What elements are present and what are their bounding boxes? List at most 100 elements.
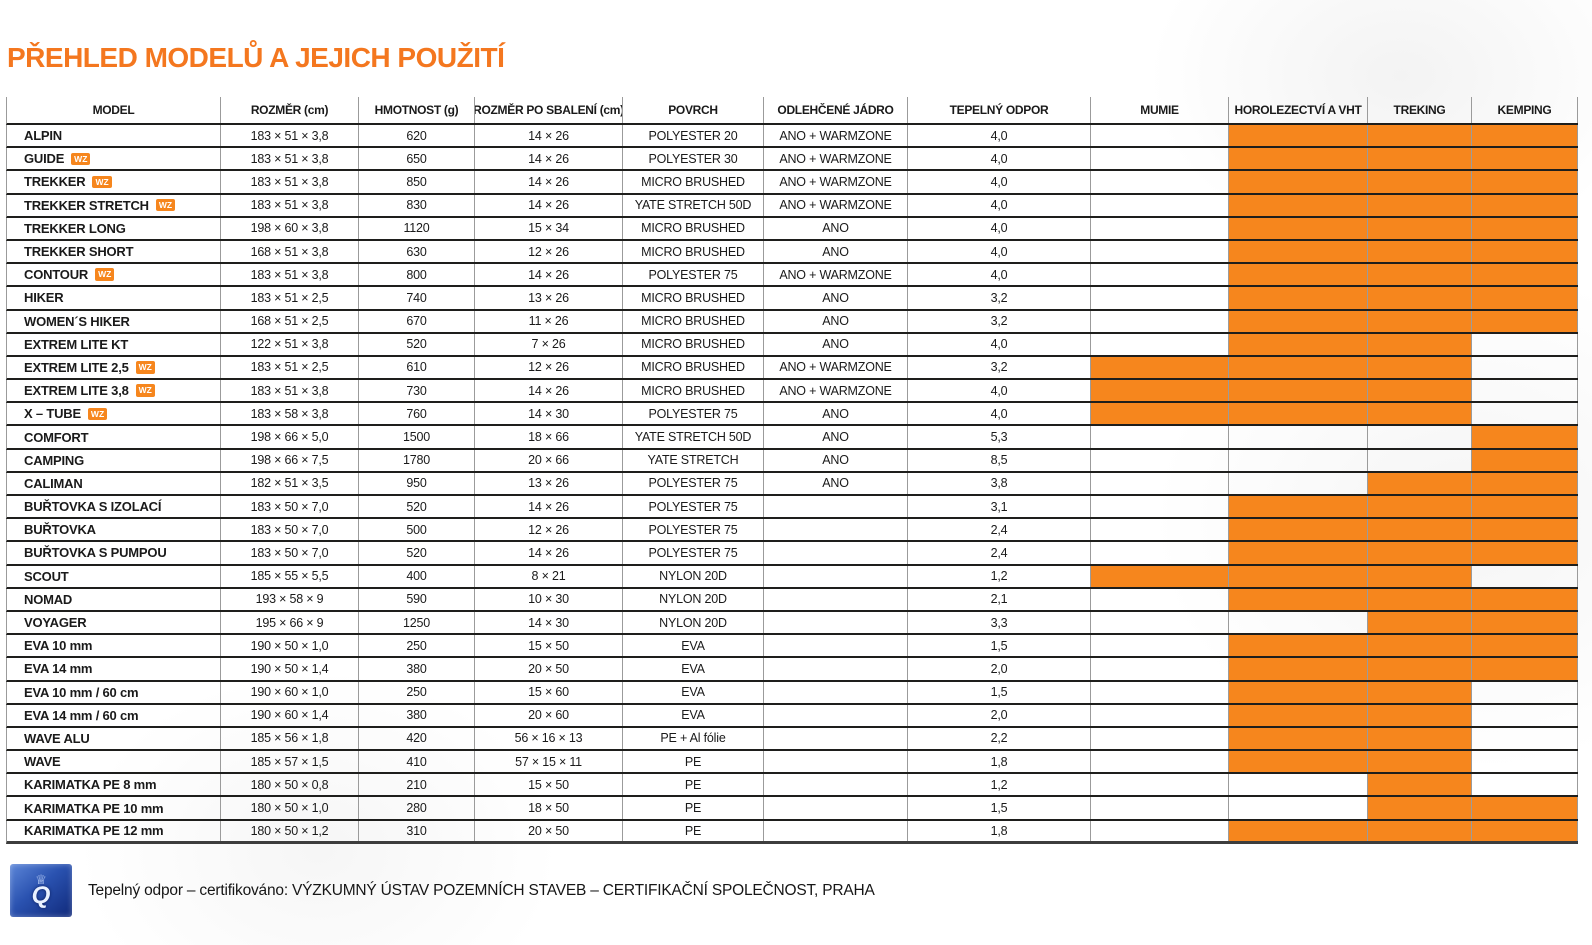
usage-cell-kemping — [1472, 426, 1578, 448]
usage-cell-horolezectvi — [1229, 264, 1368, 286]
table-row: HIKER 183 × 51 × 2,5 740 13 × 26 MICRO BRUSH… — [6, 287, 1578, 311]
certification-note: Tepelný odpor – certifikováno: VÝZKUMNÝ … — [88, 881, 875, 899]
usage-cell-treking — [1368, 449, 1472, 471]
cell-povrch: YATE STRETCH 50D — [623, 426, 764, 448]
cell-model: COMFORT — [7, 426, 221, 448]
column-header-jadro: ODLEHČENÉ JÁDRO — [764, 97, 908, 123]
usage-cell-kemping — [1472, 472, 1578, 494]
cell-rozmer: 185 × 56 × 1,8 — [221, 727, 359, 750]
cell-jadro — [764, 727, 908, 750]
usage-cell-mumie — [1091, 542, 1229, 564]
cell-hmotnost: 380 — [359, 704, 475, 726]
table-row: COMFORT 198 × 66 × 5,0 1500 18 × 66 YATE STR… — [6, 426, 1578, 450]
cell-hmotnost: 310 — [359, 820, 475, 841]
cell-rozmer: 183 × 51 × 2,5 — [221, 287, 359, 309]
table-row: WAVE 185 × 57 × 1,5 410 57 × 15 × 11 PE 1,8 — [6, 751, 1578, 775]
cell-model: EVA 10 mm — [7, 635, 221, 657]
usage-cell-kemping — [1472, 774, 1578, 796]
usage-cell-treking — [1368, 333, 1472, 355]
cell-sbaleni: 14 × 26 — [475, 125, 623, 147]
model-name: KARIMATKA PE 12 mm — [24, 823, 164, 839]
warmzone-badge: WZ — [71, 152, 91, 166]
cell-hmotnost: 760 — [359, 403, 475, 425]
usage-cell-horolezectvi — [1229, 426, 1368, 448]
cell-hmotnost: 850 — [359, 171, 475, 193]
model-name: GUIDE — [24, 151, 65, 167]
cell-povrch: POLYESTER 75 — [623, 519, 764, 541]
cell-hmotnost: 630 — [359, 240, 475, 263]
usage-cell-mumie — [1091, 194, 1229, 216]
cell-sbaleni: 14 × 26 — [475, 380, 623, 402]
warmzone-badge: WZ — [95, 268, 115, 281]
cell-odpor: 2,4 — [908, 542, 1091, 564]
usage-cell-horolezectvi — [1229, 727, 1368, 750]
cell-rozmer: 183 × 51 × 3,8 — [221, 171, 359, 193]
cell-sbaleni: 57 × 15 × 11 — [475, 751, 623, 773]
cell-odpor: 4,0 — [908, 125, 1091, 147]
usage-cell-mumie — [1091, 496, 1229, 518]
cell-rozmer: 180 × 50 × 1,2 — [221, 820, 359, 841]
usage-cell-mumie — [1091, 403, 1229, 425]
usage-cell-treking — [1368, 519, 1472, 541]
column-header-odpor: TEPELNÝ ODPOR — [908, 97, 1091, 123]
cell-model: TREKKER WZ — [7, 171, 221, 193]
cell-model: BUŘTOVKA S IZOLACÍ — [7, 496, 221, 518]
cell-povrch: EVA — [623, 681, 764, 703]
usage-cell-treking — [1368, 611, 1472, 634]
cell-odpor: 4,0 — [908, 240, 1091, 263]
table-row: EXTREM LITE KT 122 × 51 × 3,8 520 7 × 26 MIC… — [6, 333, 1578, 357]
cell-rozmer: 198 × 66 × 7,5 — [221, 449, 359, 471]
table-row: KARIMATKA PE 12 mm 180 × 50 × 1,2 310 20 × … — [6, 820, 1578, 844]
cell-povrch: EVA — [623, 658, 764, 680]
usage-cell-horolezectvi — [1229, 774, 1368, 796]
usage-cell-mumie — [1091, 148, 1229, 170]
usage-cell-mumie — [1091, 681, 1229, 703]
model-name: HIKER — [24, 290, 64, 306]
cell-hmotnost: 590 — [359, 588, 475, 610]
usage-cell-mumie — [1091, 565, 1229, 587]
usage-cell-mumie — [1091, 333, 1229, 355]
cell-model: EVA 14 mm — [7, 658, 221, 680]
cell-povrch: MICRO BRUSHED — [623, 380, 764, 402]
usage-cell-mumie — [1091, 704, 1229, 726]
usage-cell-mumie — [1091, 611, 1229, 634]
footer: ♕ Q Tepelný odpor – certifikováno: VÝZKU… — [10, 864, 875, 917]
cell-povrch: POLYESTER 30 — [623, 148, 764, 170]
usage-cell-kemping — [1472, 820, 1578, 841]
cell-povrch: MICRO BRUSHED — [623, 310, 764, 332]
cell-hmotnost: 520 — [359, 333, 475, 355]
cell-sbaleni: 20 × 50 — [475, 658, 623, 680]
cell-model: WAVE ALU — [7, 727, 221, 750]
cell-jadro: ANO + WARMZONE — [764, 194, 908, 216]
usage-cell-mumie — [1091, 449, 1229, 471]
cell-odpor: 1,2 — [908, 565, 1091, 587]
cell-odpor: 2,2 — [908, 727, 1091, 750]
cell-rozmer: 168 × 51 × 2,5 — [221, 310, 359, 332]
table-row: EXTREM LITE 2,5 WZ 183 × 51 × 2,5 610 12 × 2… — [6, 356, 1578, 381]
usage-cell-treking — [1368, 774, 1472, 796]
usage-cell-kemping — [1472, 681, 1578, 703]
cell-rozmer: 195 × 66 × 9 — [221, 611, 359, 634]
cell-povrch: PE — [623, 820, 764, 841]
usage-cell-kemping — [1472, 751, 1578, 773]
cell-hmotnost: 1250 — [359, 611, 475, 634]
cell-odpor: 4,0 — [908, 264, 1091, 286]
usage-cell-mumie — [1091, 264, 1229, 286]
cell-povrch: POLYESTER 75 — [623, 403, 764, 425]
crown-icon: ♕ — [35, 872, 47, 887]
cell-hmotnost: 250 — [359, 681, 475, 703]
cell-jadro: ANO — [764, 310, 908, 332]
cell-model: TREKKER SHORT — [7, 240, 221, 263]
cell-hmotnost: 1500 — [359, 426, 475, 448]
cell-odpor: 1,5 — [908, 681, 1091, 703]
cell-odpor: 3,3 — [908, 611, 1091, 634]
usage-cell-treking — [1368, 820, 1472, 841]
cell-sbaleni: 11 × 26 — [475, 310, 623, 332]
usage-cell-kemping — [1472, 727, 1578, 750]
cell-model: EXTREM LITE 2,5 WZ — [7, 356, 221, 379]
cell-model: CONTOUR WZ — [7, 264, 221, 286]
usage-cell-horolezectvi — [1229, 635, 1368, 657]
cell-povrch: POLYESTER 75 — [623, 264, 764, 286]
cell-povrch: MICRO BRUSHED — [623, 171, 764, 193]
